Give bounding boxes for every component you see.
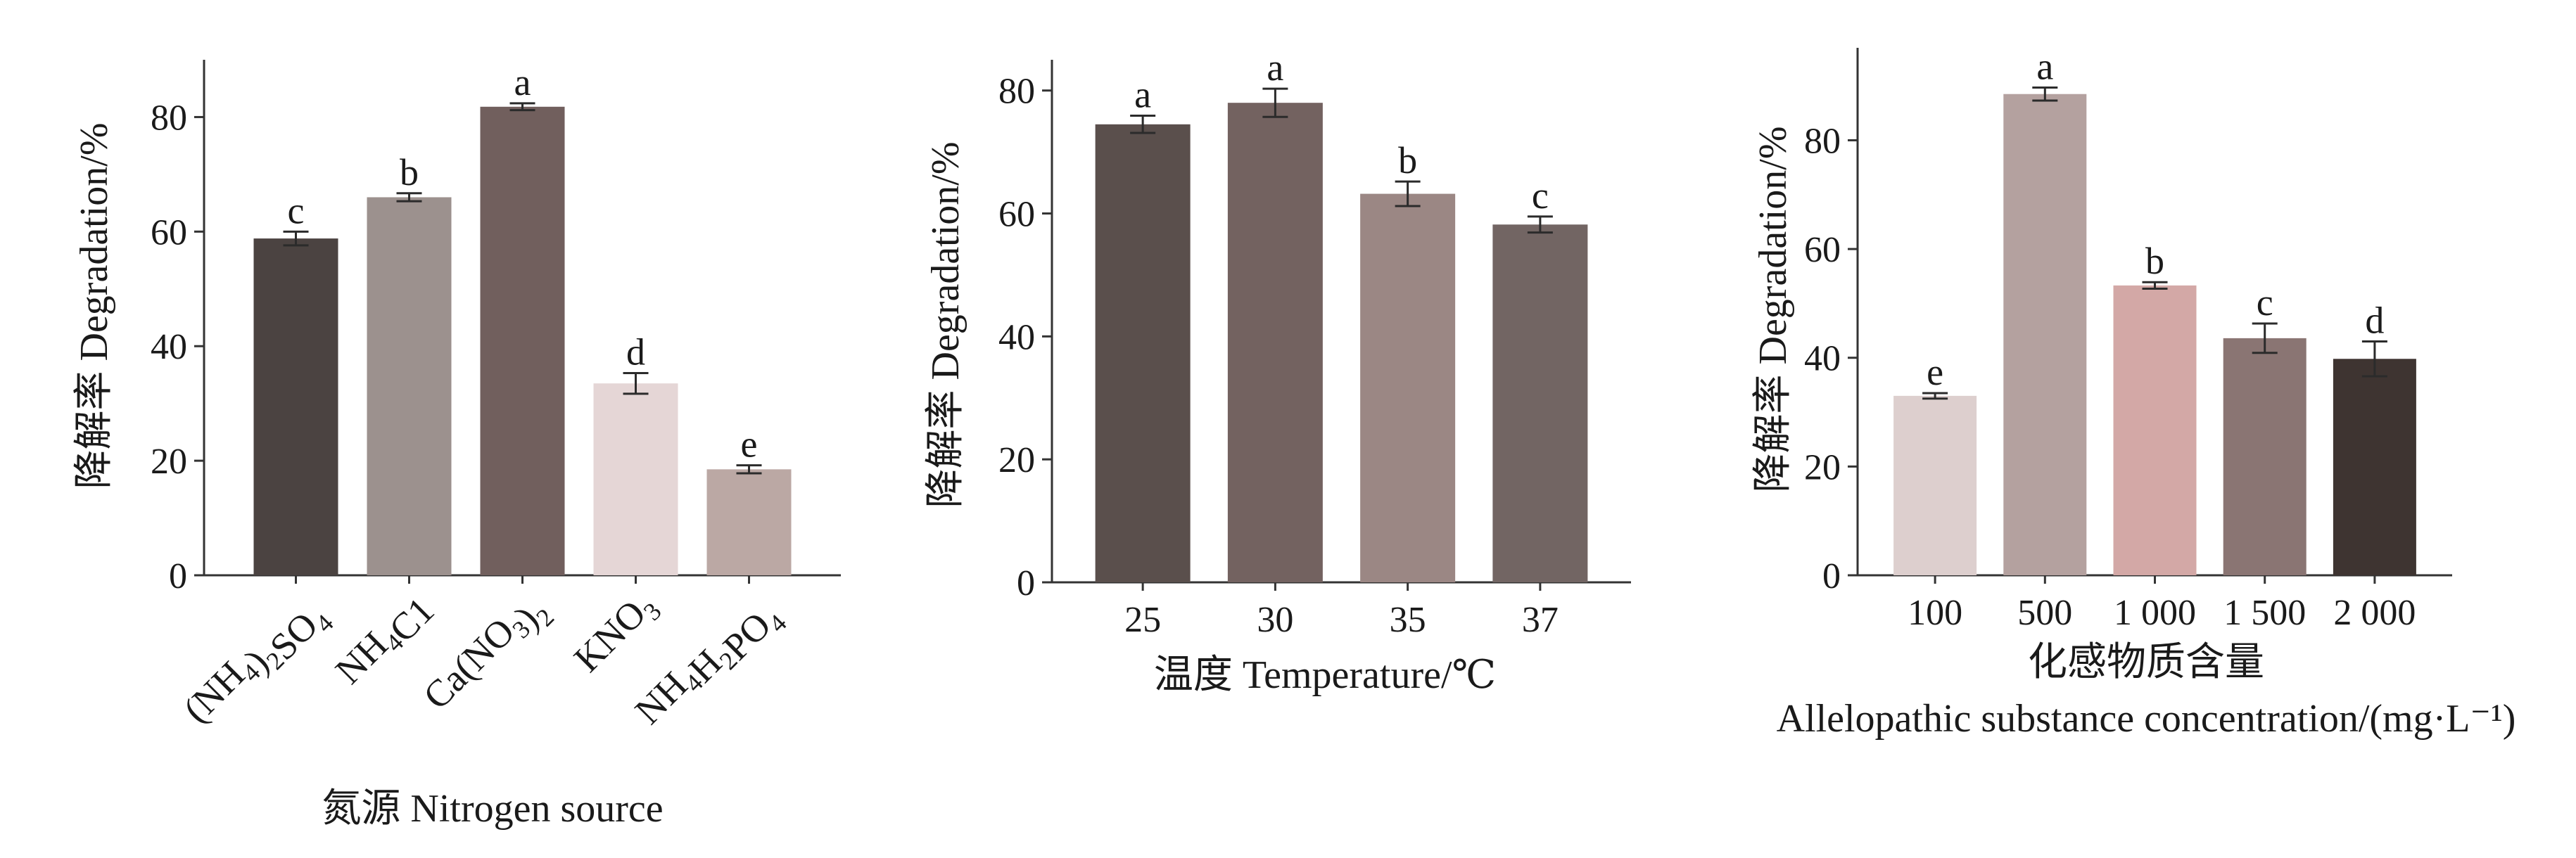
error-bar xyxy=(1395,180,1421,207)
significance-letter: e xyxy=(741,423,758,466)
error-bar xyxy=(2142,281,2168,290)
significance-letter: a xyxy=(1134,74,1151,116)
y-tick-label: 60 xyxy=(151,212,187,252)
y-axis-title: 降解率 Degradation/% xyxy=(924,142,967,508)
x-tick-label: 37 xyxy=(1522,600,1559,640)
error-bar xyxy=(283,230,309,247)
error-bar xyxy=(623,372,649,395)
bar xyxy=(706,469,792,575)
y-tick-label: 20 xyxy=(1804,447,1841,487)
bar xyxy=(1095,124,1191,582)
error-bar xyxy=(509,102,535,112)
x-tick-label: 30 xyxy=(1257,600,1293,640)
x-tick-label: 100 xyxy=(1908,593,1962,633)
y-tick-label: 80 xyxy=(998,72,1035,112)
bar xyxy=(2113,285,2197,575)
x-tick-label: 25 xyxy=(1124,600,1161,640)
significance-letter: e xyxy=(1927,351,1943,393)
y-tick-label: 60 xyxy=(998,195,1035,235)
y-tick-label: 20 xyxy=(151,442,187,482)
chart-temperature: 降解率 Degradation/% 温度 Temperature/℃ 0 20 40… xyxy=(924,46,1631,697)
y-tick-label: 40 xyxy=(1804,339,1841,379)
significance-letter: b xyxy=(1398,139,1417,181)
error-bar xyxy=(396,192,422,203)
significance-letter: a xyxy=(2036,45,2053,87)
bar xyxy=(2333,359,2416,575)
error-bar xyxy=(736,464,762,475)
error-bar xyxy=(2361,340,2387,378)
x-axis-title: 温度 Temperature/℃ xyxy=(1154,653,1496,697)
x-tick-label: 35 xyxy=(1390,600,1426,640)
significance-letter: a xyxy=(514,61,531,103)
bar xyxy=(2223,338,2307,575)
significance-letter: b xyxy=(2145,240,2164,282)
significance-letter: c xyxy=(288,189,305,231)
bar xyxy=(1227,103,1323,582)
x-tick-label: 1 000 xyxy=(2114,593,2196,633)
significance-letter: c xyxy=(2257,281,2273,324)
y-tick-label: 0 xyxy=(169,556,187,596)
x-axis-title: 化感物质含量 xyxy=(2028,641,2264,684)
bar xyxy=(1893,395,1977,575)
x-axis-title-english: Allelopathic substance concentration/(mg… xyxy=(1777,697,2516,741)
y-tick-label: 40 xyxy=(998,317,1035,357)
y-tick-label: 0 xyxy=(1822,556,1841,596)
y-tick-label: 40 xyxy=(151,327,187,367)
x-tick-label: KNO3 xyxy=(566,583,667,684)
bar xyxy=(2003,94,2087,575)
chart-allelopathic-concentration: 降解率 Degradation/% 化感物质含量 Allelopathic su… xyxy=(1751,45,2515,741)
error-bar xyxy=(1130,115,1156,134)
bar xyxy=(253,238,338,575)
x-tick-label: 1 500 xyxy=(2223,593,2306,633)
significance-letter: b xyxy=(400,151,419,193)
y-tick-label: 80 xyxy=(1804,121,1841,161)
bar xyxy=(367,197,452,575)
bar xyxy=(1360,193,1456,583)
chart-nitrogen-source: 降解率 Degradation/% 氮源 Nitrogen source 0 20… xyxy=(72,60,841,831)
x-tick-label: (NH4)2SO4 xyxy=(175,583,339,747)
error-bar xyxy=(1527,215,1553,234)
y-tick-label: 20 xyxy=(998,440,1035,480)
error-bar xyxy=(2252,322,2278,354)
y-tick-label: 80 xyxy=(151,98,187,138)
y-axis-title: 降解率 Degradation/% xyxy=(1751,127,1795,493)
significance-letter: d xyxy=(2365,300,2384,342)
y-tick-label: 60 xyxy=(1804,230,1841,270)
bar xyxy=(1492,224,1588,582)
y-axis-title: 降解率 Degradation/% xyxy=(72,123,116,489)
x-axis-title: 氮源 Nitrogen source xyxy=(322,787,663,831)
x-tick-label: 500 xyxy=(2017,593,2072,633)
error-bar xyxy=(1262,87,1288,118)
y-tick-label: 0 xyxy=(1017,563,1035,603)
significance-letter: d xyxy=(626,331,645,373)
error-bar xyxy=(1922,392,1948,400)
bar xyxy=(593,383,678,575)
significance-letter: c xyxy=(1532,174,1549,217)
bar xyxy=(480,106,565,576)
error-bar xyxy=(2032,86,2058,102)
significance-letter: a xyxy=(1267,46,1283,89)
x-tick-label: Ca(NO3)2 xyxy=(415,583,559,727)
x-tick-label: 2 000 xyxy=(2333,593,2416,633)
